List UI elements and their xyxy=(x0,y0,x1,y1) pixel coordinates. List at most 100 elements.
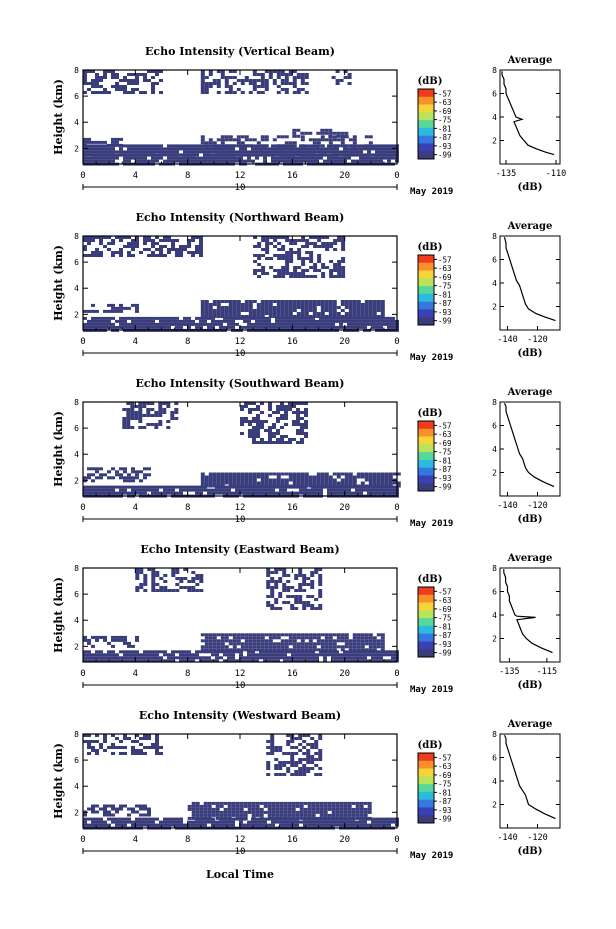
heatmap-cell xyxy=(207,325,211,329)
heatmap-cell xyxy=(95,817,99,821)
heatmap-cell xyxy=(376,300,381,303)
heatmap-cell xyxy=(187,319,191,323)
heatmap-cell xyxy=(199,325,203,329)
heatmap-cell xyxy=(299,804,304,808)
heatmap-cell xyxy=(296,315,301,318)
colorbar-tick-label: -87 xyxy=(438,631,452,640)
heatmap-cell xyxy=(307,488,311,492)
heatmap-cell xyxy=(283,813,288,817)
heatmap-cell xyxy=(347,156,351,160)
heatmap-cell xyxy=(351,147,355,151)
heatmap-cell xyxy=(383,153,387,157)
heatmap-cell xyxy=(347,801,352,805)
colorbar-segment xyxy=(418,143,434,152)
heatmap-cell xyxy=(204,645,209,649)
heatmap-cell xyxy=(166,426,171,429)
heatmap-cell xyxy=(195,583,200,586)
heatmap-cell xyxy=(99,817,103,821)
heatmap-cell xyxy=(384,478,389,482)
heatmap-cell xyxy=(227,816,232,820)
heatmap-cell xyxy=(195,577,200,580)
heatmap-cell xyxy=(95,823,99,827)
heatmap-cell xyxy=(99,316,103,320)
heatmap-cell xyxy=(339,322,343,326)
heatmap-cell xyxy=(273,245,278,248)
heatmap-cell xyxy=(315,159,319,163)
heatmap-cell xyxy=(103,491,107,495)
heatmap-cell xyxy=(388,481,393,485)
heatmap-cell xyxy=(115,73,119,76)
heatmap-cell xyxy=(286,740,291,743)
heatmap-cell xyxy=(391,156,395,160)
heatmap-cell xyxy=(307,150,311,154)
heatmap-cell xyxy=(268,306,273,309)
heatmap-cell xyxy=(318,592,323,595)
heatmap-cell xyxy=(335,491,339,495)
heatmap-cell xyxy=(289,275,294,278)
heatmap-cell xyxy=(223,325,227,329)
colorbar-unit: (dB) xyxy=(418,740,443,751)
heatmap-cell xyxy=(307,813,312,817)
heatmap-cell xyxy=(295,491,299,495)
heatmap-cell xyxy=(91,91,95,94)
heatmap-cell xyxy=(255,144,259,148)
heatmap-cell xyxy=(290,586,295,589)
heatmap-cell xyxy=(236,472,241,476)
heatmap-cell xyxy=(91,479,95,483)
heatmap-cell xyxy=(211,153,215,157)
heatmap-cell xyxy=(208,648,213,652)
heatmap-cell xyxy=(268,73,273,76)
heatmap-cell xyxy=(256,645,261,649)
heatmap-cell xyxy=(348,306,353,309)
heatmap-cell xyxy=(387,659,391,663)
heatmap-cell xyxy=(295,816,300,820)
heatmap-cell xyxy=(139,144,143,148)
heatmap-cell xyxy=(239,491,243,495)
heatmap-cell xyxy=(282,583,287,586)
heatmap-cell xyxy=(363,159,367,163)
heatmap-cell xyxy=(95,236,99,239)
heatmap-cell xyxy=(211,319,215,323)
heatmap-cell xyxy=(243,804,248,808)
heatmap-cell xyxy=(323,319,327,323)
heatmap-cell xyxy=(277,275,282,278)
heatmap-cell xyxy=(279,153,283,157)
heatmap-cell xyxy=(348,303,353,306)
heatmap-cell xyxy=(272,441,276,444)
heatmap-cell xyxy=(154,414,159,417)
heatmap-cell xyxy=(227,813,232,817)
heatmap-cell xyxy=(331,801,336,805)
heatmap-cell xyxy=(247,150,251,154)
heatmap-cell xyxy=(347,153,351,157)
heatmap-cell xyxy=(315,820,319,824)
heatmap-cell xyxy=(187,325,191,329)
heatmap-cell xyxy=(256,642,261,646)
heatmap-cell xyxy=(220,135,225,139)
heatmap-cell xyxy=(232,315,237,318)
heatmap-cell xyxy=(376,642,381,646)
heatmap-cell xyxy=(212,300,217,303)
heatmap-cell xyxy=(318,758,323,761)
heatmap-cell xyxy=(271,820,275,824)
heatmap-cell xyxy=(232,645,237,649)
heatmap-title: Echo Intensity (Westward Beam) xyxy=(139,709,341,722)
heatmap-cell xyxy=(122,408,127,411)
heatmap-cell xyxy=(264,88,269,91)
heatmap-cell xyxy=(308,138,313,142)
heatmap-cell xyxy=(324,472,329,476)
cloud-region xyxy=(83,70,163,94)
x-tick-label: 0 xyxy=(80,503,85,513)
heatmap-cell xyxy=(91,236,95,239)
heatmap-cell xyxy=(375,659,379,663)
heatmap-cell xyxy=(375,823,379,827)
heatmap-cell xyxy=(295,325,299,329)
heatmap-cell xyxy=(272,70,277,73)
heatmap-cell xyxy=(351,823,355,827)
heatmap-cell xyxy=(282,571,287,574)
heatmap-cell xyxy=(215,322,219,326)
heatmap-cell xyxy=(159,325,163,329)
heatmap-cell xyxy=(244,472,249,476)
heatmap-cell xyxy=(236,639,241,643)
heatmap-cell xyxy=(139,659,143,663)
heatmap-cell xyxy=(283,491,287,495)
